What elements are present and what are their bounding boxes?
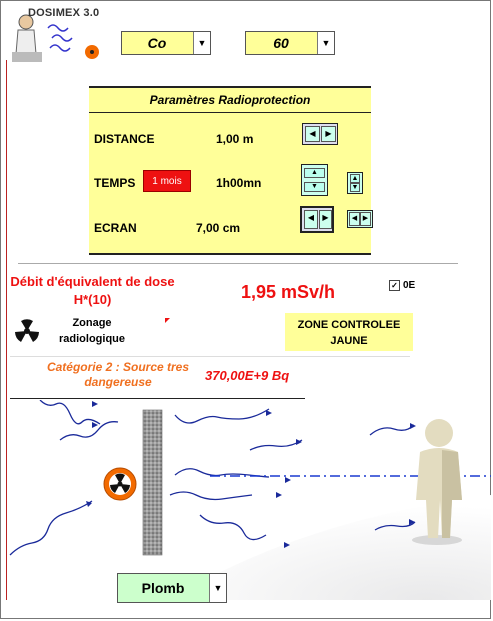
red-marker-icon [165,318,170,323]
isotope-select-value: 60 [273,35,289,51]
arrow-left-icon[interactable]: ◀ [349,212,360,226]
element-select[interactable]: Co ▼ [121,31,211,55]
distance-label: DISTANCE [94,132,155,146]
category-label: Catégorie 2 : Source tres dangereuse [46,360,190,389]
ecran-label: ECRAN [94,221,137,235]
radiation-icon [14,318,40,344]
app-title: DOSIMEX 3.0 [28,7,100,19]
dose-value: 1,95 mSv/h [241,282,336,302]
arrow-up-icon[interactable]: ▲ [304,168,325,178]
panel-title: Paramètres Radioprotection [149,93,311,107]
ecran-spinner[interactable]: ◀ ▶ [300,206,334,233]
divider [10,356,410,357]
temps-fine-spinner[interactable]: ▲ ▼ [347,172,363,194]
app-logo [8,6,108,64]
scientist-icon [12,14,99,62]
irradiation-scene [9,400,491,600]
temps-label: TEMPS [94,176,136,190]
arrow-right-icon[interactable]: ▶ [360,212,371,226]
arrow-down-icon[interactable]: ▼ [304,182,325,192]
screen-material-value: Plomb [141,580,185,596]
dose-label: Débit d'équivalent de dose H*(10) [10,274,175,307]
arrow-left-icon[interactable]: ◀ [305,126,320,142]
left-red-rule [6,60,7,600]
dose-checkbox[interactable]: ✓ 0E [389,280,415,291]
ecran-fine-spinner[interactable]: ◀ ▶ [347,210,373,228]
chevron-down-icon[interactable]: ▼ [317,32,334,54]
screen-material-select[interactable]: Plomb ▼ [117,573,227,603]
panel-bottom-rule [89,253,371,255]
dose-checkbox-label: 0E [403,280,416,292]
chevron-down-icon[interactable]: ▼ [209,574,226,602]
distance-spinner[interactable]: ◀ ▶ [302,123,338,145]
panel-title-rule [89,112,371,113]
arrow-left-icon[interactable]: ◀ [304,210,318,229]
zonage-label: Zonage radiologique [59,317,125,345]
temps-unit-button[interactable]: 1 mois [143,170,191,192]
zone-status-badge: ZONE CONTROLEE JAUNE [285,313,413,351]
distance-value: 1,00 m [216,132,254,146]
panel-top-rule [89,86,371,88]
arrow-up-icon[interactable]: ▲ [350,174,360,183]
temps-spinner[interactable]: ▲ ▼ [301,164,328,196]
checkbox-check-icon[interactable]: ✓ [389,280,400,291]
temps-value: 1h00mn [216,176,262,190]
arrow-right-icon[interactable]: ▶ [321,126,336,142]
ecran-value: 7,00 cm [196,221,241,235]
isotope-select[interactable]: 60 ▼ [245,31,335,55]
activity-value: 370,00E+9 Bq [205,368,290,383]
divider [10,398,305,399]
chevron-down-icon[interactable]: ▼ [193,32,210,54]
element-select-value: Co [147,35,167,51]
arrow-right-icon[interactable]: ▶ [319,210,332,229]
arrow-down-icon[interactable]: ▼ [350,183,360,192]
divider [18,263,458,264]
